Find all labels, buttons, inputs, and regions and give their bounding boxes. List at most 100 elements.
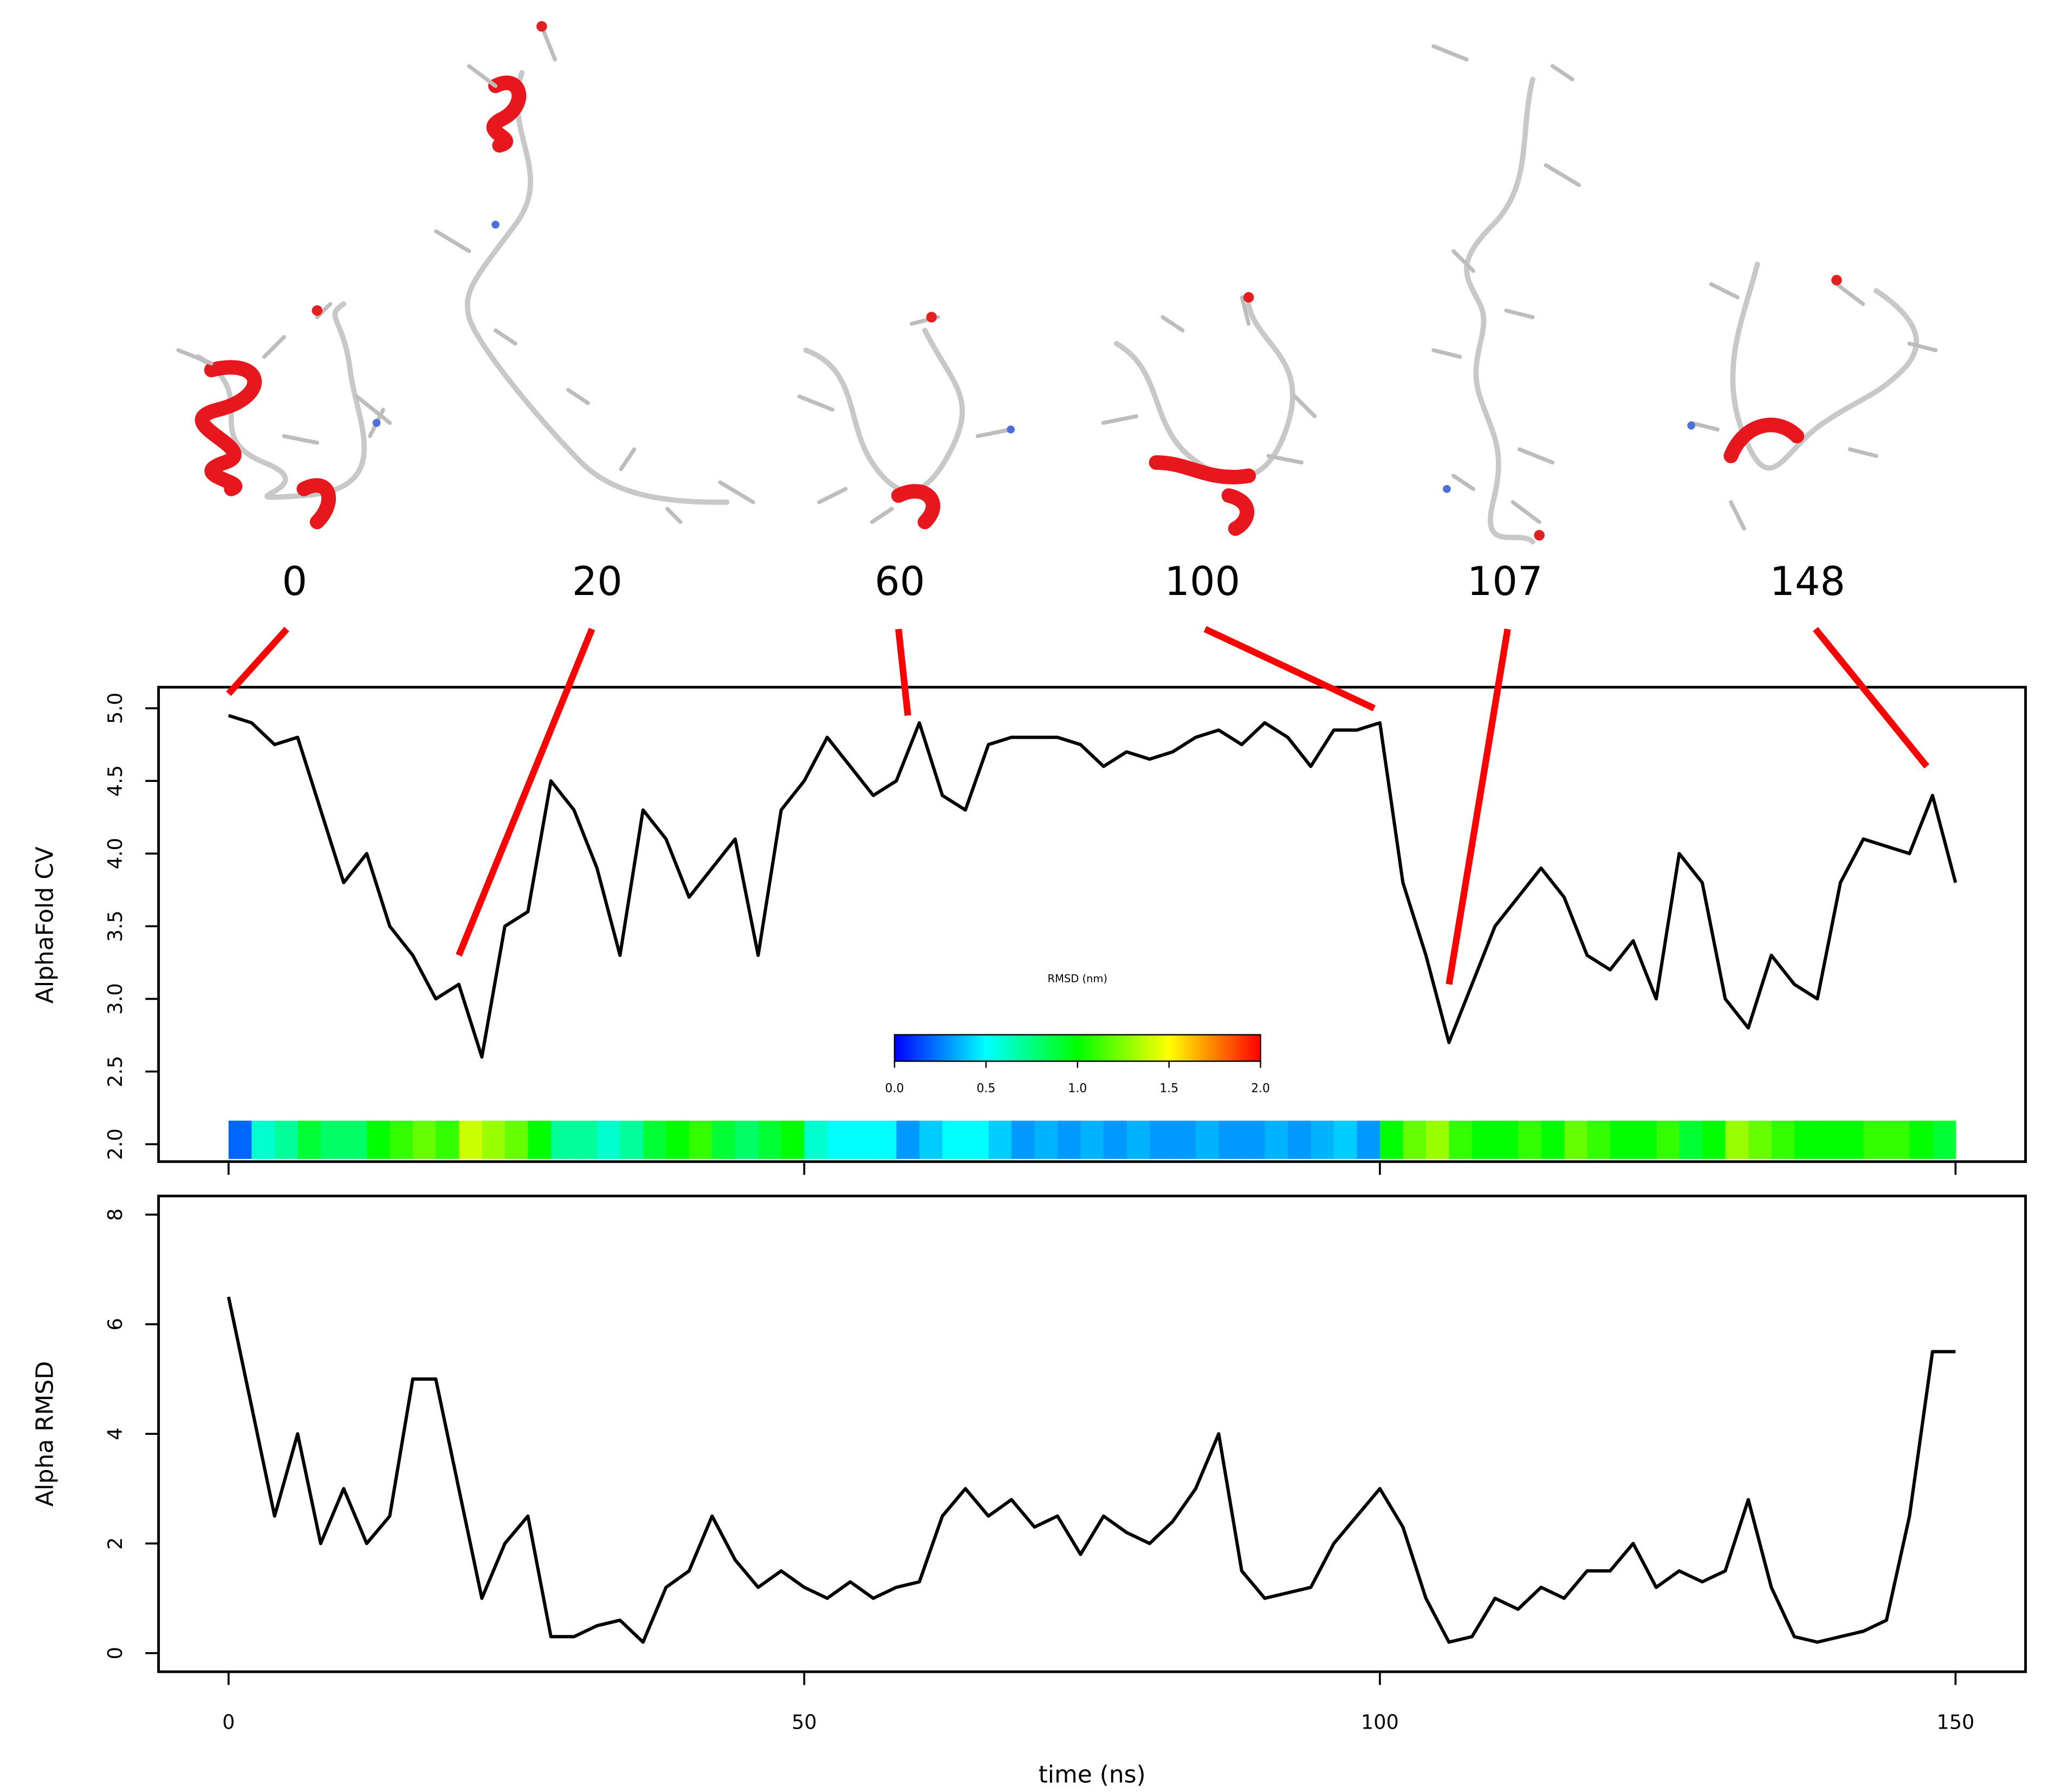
connector xyxy=(895,629,911,716)
strip-cell xyxy=(1656,1121,1680,1159)
x-tick-label: 100 xyxy=(1361,1711,1399,1734)
colorbar-tick-label: 0.5 xyxy=(976,1082,995,1096)
structure-20 xyxy=(434,21,755,524)
y-tick-label: 4.5 xyxy=(103,765,127,797)
strip-cell xyxy=(1518,1121,1542,1159)
x-tick-label: 50 xyxy=(792,1711,817,1734)
strip-cell xyxy=(1080,1121,1104,1159)
strip-cell xyxy=(1748,1121,1772,1159)
strip-cell xyxy=(228,1121,252,1159)
strip-cell xyxy=(574,1121,598,1159)
strip-cell xyxy=(1219,1121,1242,1159)
helix xyxy=(891,484,941,529)
structure-60 xyxy=(797,312,1015,529)
atom xyxy=(1443,485,1451,493)
x-tick-label: 0 xyxy=(222,1711,235,1734)
strip-cell xyxy=(850,1121,874,1159)
strip-cell xyxy=(1587,1121,1611,1159)
strip-cell xyxy=(297,1121,321,1159)
strip-cell xyxy=(1932,1121,1956,1159)
strip-cell xyxy=(390,1121,413,1159)
strip-cell xyxy=(1909,1121,1933,1159)
strip-cell xyxy=(1840,1121,1864,1159)
strip-cell xyxy=(1886,1121,1910,1159)
strip-cell xyxy=(528,1121,552,1159)
structure-0 xyxy=(176,301,392,529)
strip-cell xyxy=(1633,1121,1657,1159)
strip-cell xyxy=(504,1121,529,1159)
strip-cell xyxy=(1057,1121,1081,1159)
connector xyxy=(456,627,595,957)
strip-cell xyxy=(1725,1121,1749,1159)
helix xyxy=(1723,417,1805,463)
strip-cell xyxy=(1195,1121,1220,1159)
strip-cell xyxy=(620,1121,644,1159)
strip-cell xyxy=(689,1121,713,1159)
strip-cell xyxy=(412,1121,437,1159)
strip-cell xyxy=(1311,1121,1334,1159)
strip-cell xyxy=(1103,1121,1127,1159)
structure-label: 148 xyxy=(1770,559,1845,605)
colorbar-title: RMSD (nm) xyxy=(1047,973,1107,985)
colorbar xyxy=(893,1034,1261,1062)
strip-cell xyxy=(597,1121,621,1159)
side-chains xyxy=(434,24,755,524)
backbone xyxy=(1730,261,1919,471)
helix xyxy=(1149,455,1256,536)
atom xyxy=(926,312,937,323)
strip-cell xyxy=(1564,1121,1588,1159)
strip-cell xyxy=(1149,1121,1174,1159)
atom xyxy=(372,419,381,427)
strip-cell xyxy=(1265,1121,1288,1159)
connector xyxy=(1203,626,1376,711)
colorbar-tick-label: 2.0 xyxy=(1251,1082,1270,1096)
molecule-illustrations xyxy=(176,21,1938,545)
y-axis-label: Alpha RMSD xyxy=(31,1361,59,1507)
y-tick-label: 4.0 xyxy=(103,838,127,869)
data-line xyxy=(226,1296,1956,1644)
helix xyxy=(296,478,336,529)
strip-cell xyxy=(712,1121,736,1159)
colorbar-tick-label: 1.0 xyxy=(1068,1082,1087,1096)
strip-cell xyxy=(274,1121,299,1159)
strip-cell xyxy=(804,1121,828,1159)
strip-cell xyxy=(1379,1121,1404,1159)
strip-cell xyxy=(1287,1121,1312,1159)
strip-cell xyxy=(1679,1121,1703,1159)
colorbar-tick-label: 0.0 xyxy=(885,1082,904,1096)
strip-cell xyxy=(1425,1121,1450,1159)
strip-cell xyxy=(344,1121,367,1159)
strip-cell xyxy=(1541,1121,1565,1159)
y-tick-label: 2.5 xyxy=(103,1056,127,1087)
data-line xyxy=(228,714,1958,1059)
backbone xyxy=(195,301,367,500)
structure-label: 107 xyxy=(1467,559,1543,605)
strip-cell xyxy=(758,1121,782,1159)
strip-cell xyxy=(942,1121,966,1159)
strip-cell xyxy=(458,1121,483,1159)
strip-cell xyxy=(919,1121,943,1159)
structure-100 xyxy=(1101,292,1317,536)
structure-107 xyxy=(1431,44,1581,545)
strip-cell xyxy=(1241,1121,1266,1159)
strip-cell xyxy=(1403,1121,1427,1159)
strip-cell xyxy=(1034,1121,1058,1159)
connector xyxy=(226,626,289,696)
y-tick-label: 6 xyxy=(103,1318,127,1330)
side-chains xyxy=(1101,295,1317,465)
backbone xyxy=(1113,301,1295,481)
strip-cell xyxy=(482,1121,505,1159)
strip-cell xyxy=(781,1121,805,1159)
atom xyxy=(1687,421,1695,430)
structure-148 xyxy=(1687,261,1938,531)
strip-cell xyxy=(251,1121,275,1159)
x-tick-label: 150 xyxy=(1936,1711,1974,1734)
atom xyxy=(1831,275,1842,286)
strip-cell xyxy=(1817,1121,1841,1159)
strip-cell xyxy=(1702,1121,1726,1159)
strip-cell xyxy=(1357,1121,1381,1159)
strip-cell xyxy=(666,1121,690,1159)
structure-label: 20 xyxy=(572,559,623,605)
bottom-panel-frame xyxy=(157,1194,2027,1673)
strip-cell xyxy=(1172,1121,1196,1159)
